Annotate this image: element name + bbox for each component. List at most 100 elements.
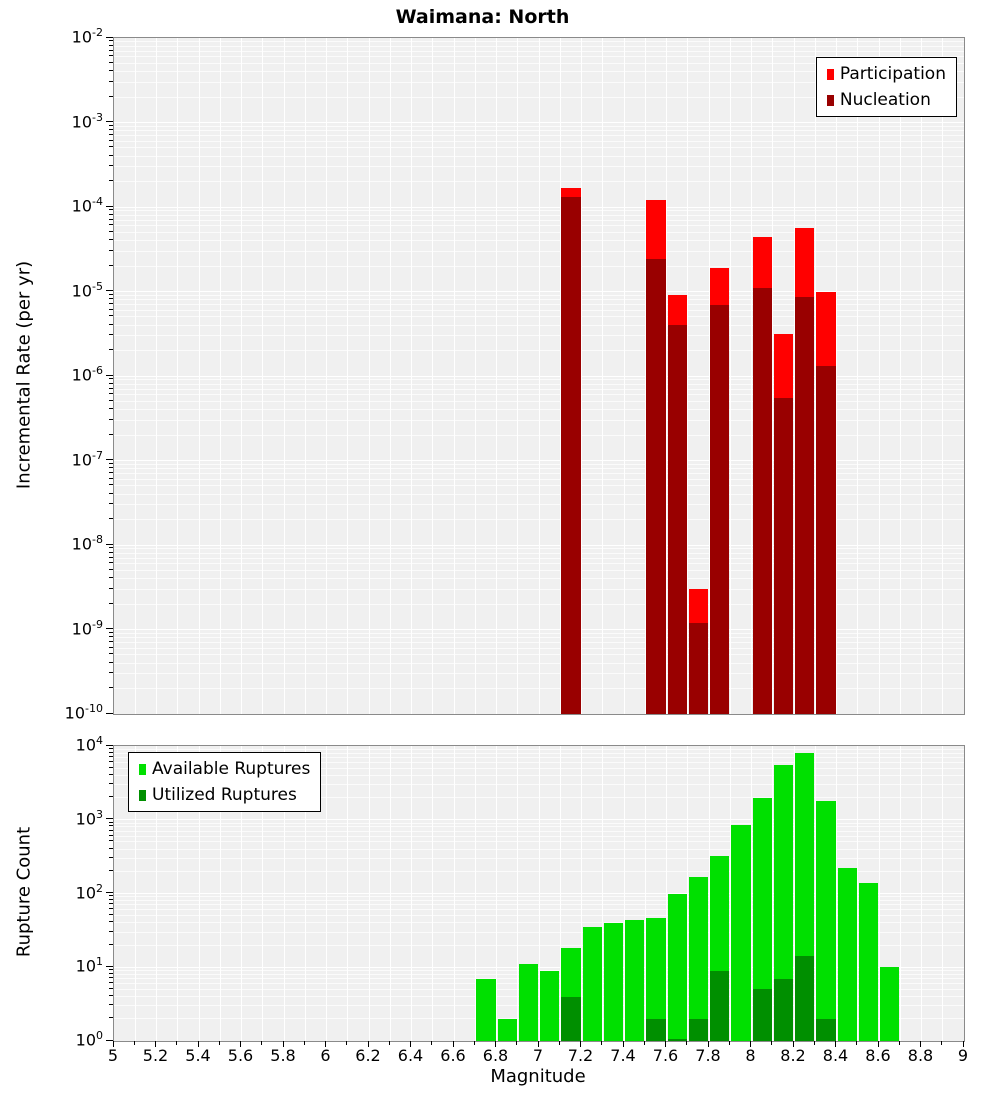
- horizontal-minor-gridline: [114, 673, 964, 675]
- horizontal-minor-gridline: [114, 983, 964, 985]
- y-minor-tick: [109, 408, 113, 410]
- x-tick: [707, 1041, 709, 1047]
- y-minor-tick: [109, 751, 113, 753]
- horizontal-minor-gridline: [114, 96, 964, 98]
- x-minor-tick: [643, 1041, 645, 1045]
- horizontal-minor-gridline: [114, 569, 964, 571]
- rate-plot-area: [113, 37, 965, 715]
- horizontal-minor-gridline: [114, 588, 964, 590]
- horizontal-minor-gridline: [114, 647, 964, 649]
- legend-item-nucleation: Nucleation: [826, 90, 946, 110]
- y-minor-tick: [109, 134, 113, 136]
- y-minor-tick: [109, 921, 113, 923]
- horizontal-minor-gridline: [114, 409, 964, 411]
- y-minor-tick: [109, 484, 113, 486]
- y-minor-tick: [109, 80, 113, 82]
- horizontal-minor-gridline: [114, 688, 964, 690]
- x-tick: [750, 1041, 751, 1047]
- horizontal-minor-gridline: [114, 784, 964, 786]
- x-tick: [580, 1041, 581, 1047]
- nucleation-bar: [773, 397, 793, 714]
- y-minor-tick: [109, 760, 113, 762]
- horizontal-minor-gridline: [114, 225, 964, 227]
- y-minor-tick: [109, 334, 113, 336]
- x-tick: [282, 1041, 284, 1047]
- horizontal-minor-gridline: [114, 214, 964, 216]
- horizontal-minor-gridline: [114, 493, 964, 495]
- y-minor-tick: [109, 631, 113, 633]
- horizontal-minor-gridline: [114, 922, 964, 924]
- y-minor-tick: [109, 492, 113, 494]
- available-ruptures-bar: [816, 800, 836, 1041]
- y-minor-tick: [109, 995, 113, 997]
- y-minor-tick: [109, 40, 113, 42]
- y-minor-tick: [109, 165, 113, 167]
- horizontal-minor-gridline: [114, 797, 964, 799]
- nucleation-bar: [795, 297, 815, 714]
- horizontal-minor-gridline: [114, 309, 964, 311]
- horizontal-minor-gridline: [114, 748, 964, 750]
- horizontal-minor-gridline: [114, 473, 964, 475]
- nucleation-bar: [646, 259, 666, 714]
- x-tick: [325, 1041, 326, 1047]
- y-minor-tick: [109, 568, 113, 570]
- y-minor-tick: [109, 518, 113, 520]
- y-tick-label: 10-2: [71, 26, 103, 47]
- y-minor-tick: [109, 139, 113, 141]
- horizontal-gridline: [114, 460, 964, 461]
- y-minor-tick: [109, 661, 113, 663]
- y-minor-tick: [109, 869, 113, 871]
- horizontal-minor-gridline: [114, 135, 964, 137]
- count-legend: Available Ruptures Utilized Ruptures: [128, 752, 322, 812]
- y-minor-tick: [109, 766, 113, 768]
- available-ruptures-bar: [731, 824, 751, 1041]
- horizontal-gridline: [114, 291, 964, 292]
- x-minor-tick: [601, 1041, 603, 1045]
- horizontal-gridline: [114, 375, 964, 377]
- y-minor-tick: [109, 293, 113, 295]
- y-minor-tick: [109, 124, 113, 126]
- available-ruptures-bar: [582, 927, 602, 1041]
- horizontal-minor-gridline: [114, 548, 964, 550]
- y-minor-tick: [109, 393, 113, 395]
- y-tick-label: 10-5: [71, 279, 103, 300]
- x-tick: [622, 1041, 624, 1047]
- x-tick-label: 5: [107, 1046, 119, 1065]
- horizontal-minor-gridline: [114, 756, 964, 758]
- x-tick-label: 7: [532, 1046, 544, 1065]
- y-minor-tick: [109, 687, 113, 689]
- available-ruptures-bar: [880, 967, 900, 1041]
- y-minor-tick: [109, 467, 113, 469]
- legend-item-utilized-ruptures: Utilized Ruptures: [139, 785, 310, 805]
- x-tick-label: 8: [745, 1046, 756, 1065]
- nucleation-bar: [816, 366, 836, 714]
- nucleation-bar: [710, 304, 730, 714]
- y-minor-tick: [109, 796, 113, 798]
- y-minor-tick: [109, 315, 113, 317]
- x-tick-label: 8.2: [780, 1046, 806, 1065]
- horizontal-minor-gridline: [114, 125, 964, 127]
- y-minor-tick: [109, 987, 113, 989]
- horizontal-minor-gridline: [114, 835, 964, 837]
- available-ruptures-bar: [837, 868, 857, 1041]
- available-ruptures-bar: [646, 917, 666, 1041]
- horizontal-gridline: [114, 819, 964, 821]
- horizontal-minor-gridline: [114, 632, 964, 634]
- utilized-ruptures-bar: [688, 1018, 708, 1041]
- y-minor-tick: [109, 641, 113, 643]
- utilized-ruptures-bar: [710, 970, 730, 1041]
- y-minor-tick: [109, 349, 113, 351]
- y-tick: [106, 205, 113, 207]
- available-ruptures-bar: [625, 919, 645, 1041]
- horizontal-minor-gridline: [114, 988, 964, 990]
- y-minor-tick: [109, 587, 113, 589]
- horizontal-minor-gridline: [114, 642, 964, 644]
- horizontal-minor-gridline: [114, 324, 964, 326]
- y-minor-tick: [109, 903, 113, 905]
- horizontal-minor-gridline: [114, 557, 964, 559]
- horizontal-gridline: [114, 629, 964, 630]
- y-tick: [106, 36, 113, 38]
- nucleation-bar: [561, 197, 581, 714]
- horizontal-minor-gridline: [114, 210, 964, 212]
- horizontal-minor-gridline: [114, 71, 964, 73]
